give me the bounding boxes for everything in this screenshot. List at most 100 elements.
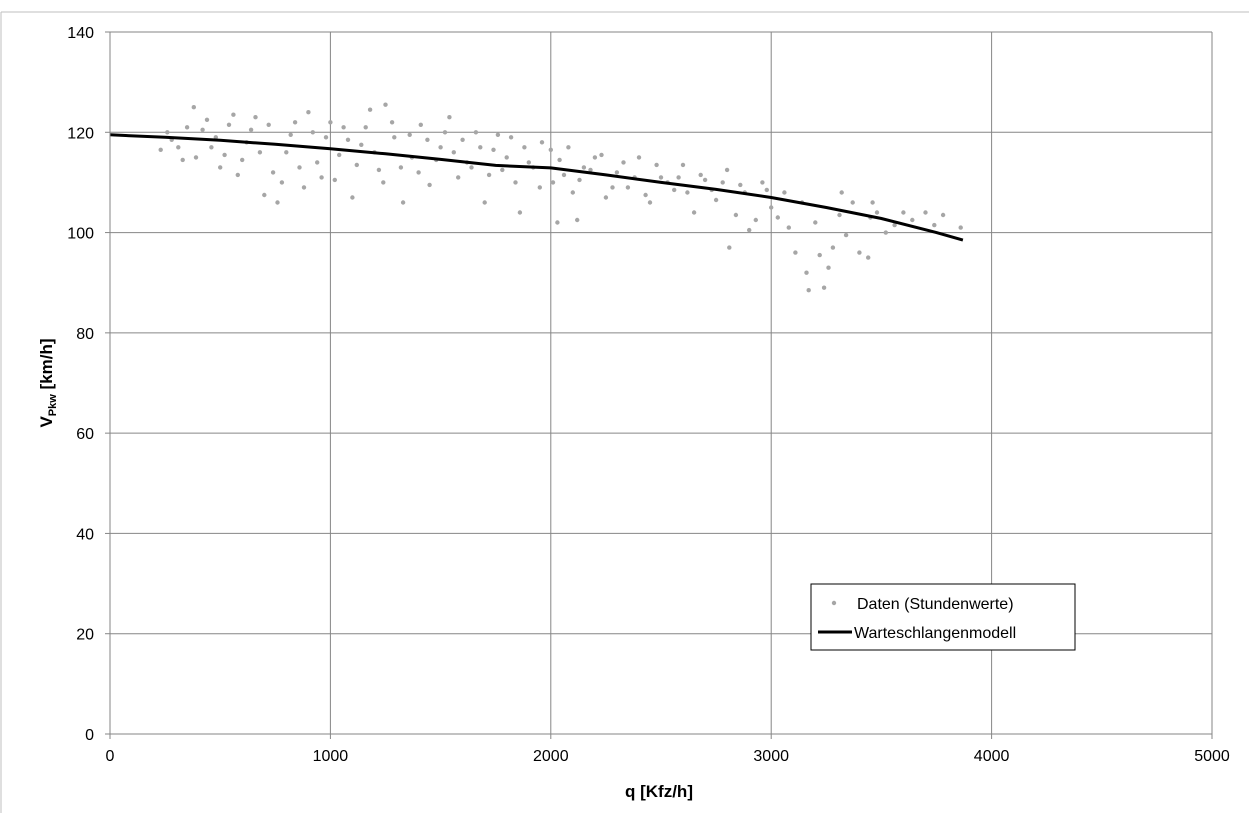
data-point [691,210,697,215]
data-point [165,130,170,135]
data-point [614,170,620,175]
x-tick-label: 3000 [753,748,789,765]
y-axis-title: VPkw [km/h] [37,338,59,427]
y-axis-title-subscript: Pkw [47,394,59,416]
data-point [416,170,421,175]
data-point [266,122,271,128]
x-tick-label: 0 [106,748,115,765]
data-point [442,130,448,135]
data-point [793,250,798,255]
data-point [176,145,181,150]
data-point [760,180,765,185]
data-point [376,167,382,173]
data-point [495,132,501,137]
data-point [222,152,227,158]
data-point [231,112,236,117]
data-point [213,135,218,140]
data-point [575,217,580,223]
data-point [892,222,897,228]
data-point [363,125,368,130]
data-point [548,147,553,152]
data-point [581,165,587,170]
y-axis-title-main: V [37,416,56,428]
data-point [843,232,849,238]
data-point [184,125,190,130]
data-point [226,122,232,128]
data-point [577,177,582,183]
data-point [367,107,373,112]
x-tick-label: 5000 [1194,748,1230,765]
data-point [407,132,412,137]
data-point [522,145,527,150]
data-point [513,180,518,185]
legend: Daten (Stundenwerte) Warteschlangenmodel… [810,583,1076,651]
model-line-layer [109,133,964,242]
data-point [297,165,302,170]
data-point [235,172,240,178]
data-point [319,175,324,180]
data-point [240,157,245,163]
data-point [279,180,285,185]
data-point [658,175,664,180]
data-point [504,155,509,160]
data-point [883,230,888,235]
data-point [724,167,730,173]
x-tick-label: 2000 [533,748,569,765]
data-point [733,212,739,218]
data-point [625,185,631,190]
data-point [621,160,626,165]
data-point [381,180,386,185]
data-point [857,250,862,255]
data-point [398,165,404,170]
data-point [508,135,514,140]
data-point [782,190,787,195]
data-point [328,120,333,125]
y-axis-title-unit: [km/h] [37,338,56,394]
data-point [910,217,915,223]
data-point [643,192,648,198]
data-point [826,265,831,270]
tick-labels: 0 1000 2000 3000 4000 5000 0 20 40 60 80 100 120 140 [67,25,1230,765]
legend-label-model: Warteschlangenmodell [854,625,1016,642]
data-point [332,177,337,183]
data-point [275,200,280,205]
y-tick-label: 140 [67,25,94,42]
x-tick-label: 1000 [313,748,349,765]
data-point [557,157,562,163]
data-point [813,220,818,225]
data-point [870,200,875,205]
data-point [769,205,774,210]
data-point [636,155,642,160]
legend-marker-data [831,600,837,606]
data-point [685,190,690,195]
data-point [469,165,474,170]
data-point [323,135,329,140]
data-point [901,210,906,215]
data-point [345,137,351,142]
data-point [200,127,205,132]
data-point [566,145,571,150]
y-tick-label: 0 [85,727,94,744]
data-point [747,227,752,233]
data-point [570,190,575,195]
data-point [204,117,210,123]
data-point [500,167,505,173]
y-tick-label: 100 [67,226,94,243]
data-point [866,255,871,260]
data-point [389,120,395,125]
data-point [288,132,293,137]
data-point [517,210,523,215]
data-point [491,147,496,152]
data-point [180,157,185,163]
data-point [473,130,479,135]
data-point [218,165,223,170]
data-point [284,150,289,155]
data-point [713,197,719,203]
y-tick-label: 40 [76,526,94,543]
data-point [821,285,827,290]
data-point [537,185,542,190]
data-point [599,152,604,158]
data-point [592,155,598,160]
